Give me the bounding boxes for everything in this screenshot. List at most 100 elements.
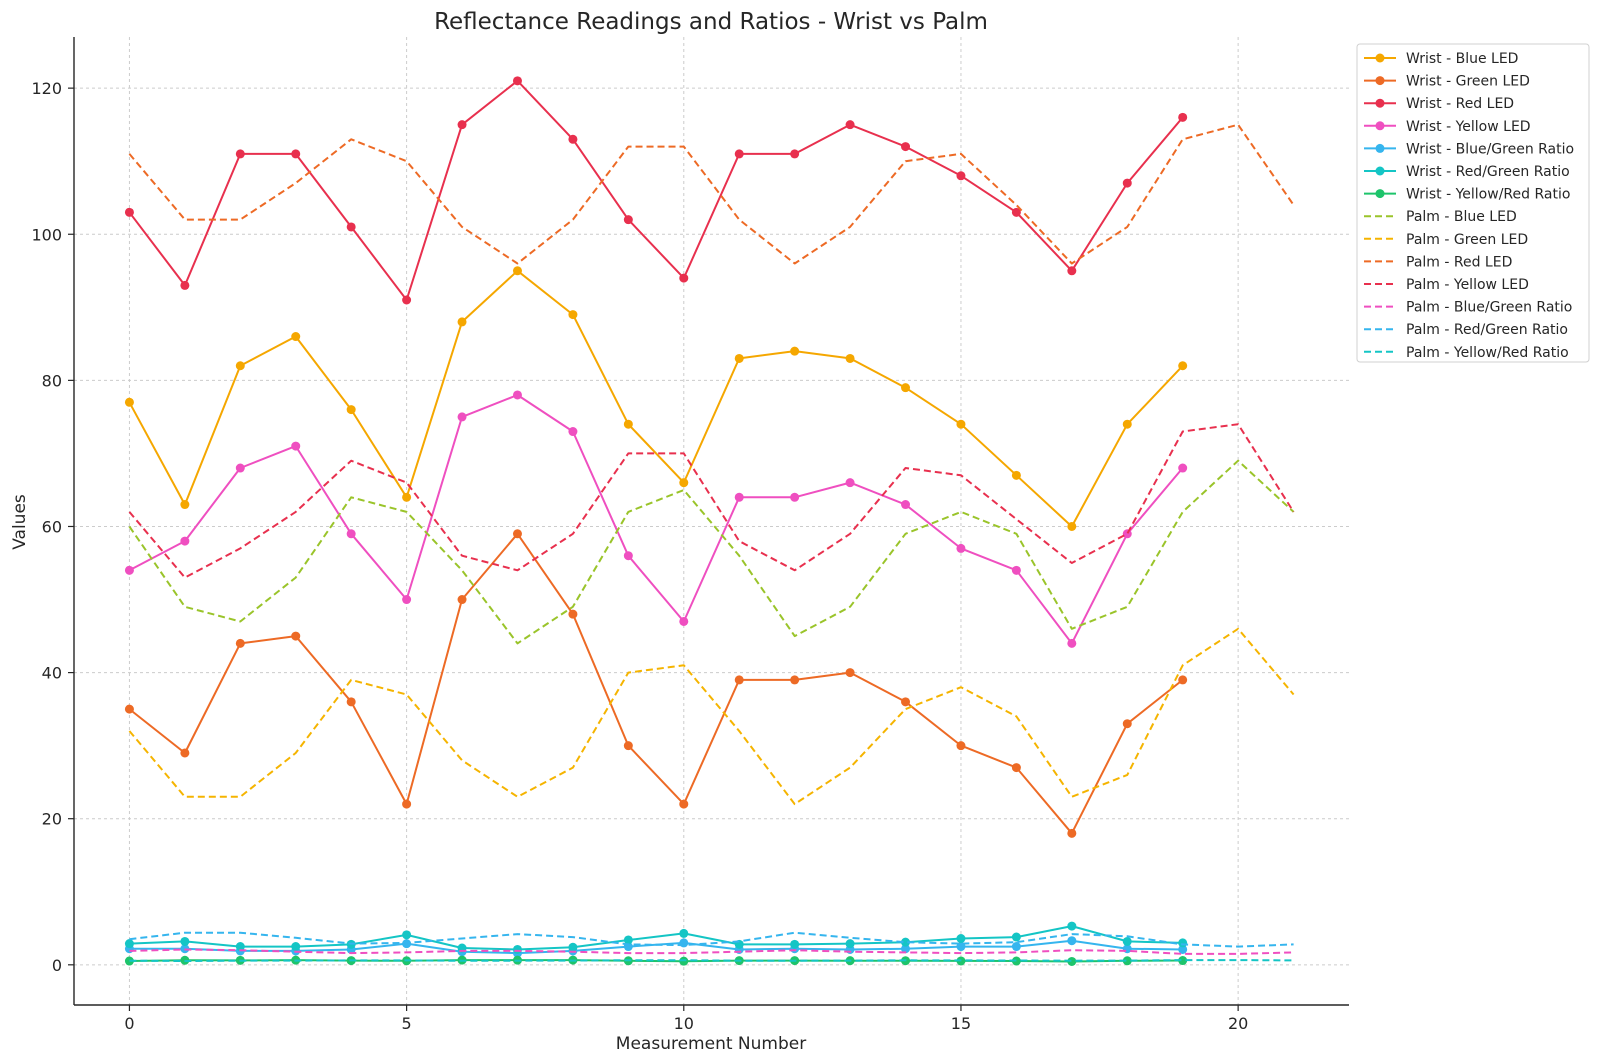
data-point <box>1178 112 1188 122</box>
x-tick-label: 5 <box>402 1014 412 1033</box>
data-point <box>845 353 855 363</box>
legend-entry-label: Palm - Yellow LED <box>1406 277 1529 293</box>
data-point <box>734 353 744 363</box>
y-tick-label: 0 <box>52 956 62 975</box>
legend-marker <box>1375 143 1385 153</box>
data-point <box>734 675 744 685</box>
data-point <box>623 935 633 945</box>
legend-marker <box>1375 76 1385 86</box>
data-point <box>901 383 911 393</box>
series-line <box>128 532 1184 835</box>
axis-ticks: 0 5 10 15 20 0 20 40 60 80 100 120 <box>31 79 1248 1033</box>
data-point <box>568 310 578 320</box>
y-tick-label: 20 <box>42 810 62 829</box>
data-point <box>346 405 356 415</box>
data-point <box>235 463 245 473</box>
data-point <box>1011 942 1021 952</box>
data-point <box>1067 638 1077 648</box>
legend-marker <box>1375 98 1385 108</box>
data-point <box>402 799 412 809</box>
data-point <box>956 171 966 181</box>
series-line <box>129 959 1294 962</box>
legend-marker <box>1375 166 1385 176</box>
legend: Wrist - Blue LED Wrist - Green LED Wrist -… <box>1356 43 1590 363</box>
x-tick-label: 20 <box>1228 1014 1248 1033</box>
series-line <box>129 931 1294 948</box>
data-point <box>1178 956 1188 966</box>
data-point <box>124 704 134 714</box>
data-point <box>1178 944 1188 954</box>
data-point <box>734 149 744 159</box>
legend-entry-label: Palm - Blue/Green Ratio <box>1406 300 1572 316</box>
y-tick-label: 60 <box>42 517 62 536</box>
data-point <box>346 222 356 232</box>
data-point <box>291 631 301 641</box>
data-point <box>568 427 578 437</box>
data-point <box>1178 938 1188 948</box>
data-point <box>1178 675 1188 685</box>
data-point <box>1067 828 1077 838</box>
data-point <box>402 930 412 940</box>
data-point <box>402 595 412 605</box>
data-point <box>457 120 467 130</box>
x-tick-label: 15 <box>951 1014 971 1033</box>
data-point <box>845 120 855 130</box>
data-point <box>1122 178 1132 188</box>
data-point <box>1011 470 1021 480</box>
y-axis-label: Values <box>10 494 30 550</box>
data-point <box>180 500 190 510</box>
data-point <box>402 492 412 502</box>
data-point <box>124 207 134 217</box>
data-point <box>512 944 522 954</box>
series-line <box>128 123 1295 265</box>
legend-entry-label: Wrist - Red/Green Ratio <box>1406 164 1570 180</box>
data-point <box>790 939 800 949</box>
data-point <box>124 397 134 407</box>
chart-title: Reflectance Readings and Ratios - Wrist … <box>434 9 988 35</box>
data-point <box>1067 266 1077 276</box>
series-line <box>128 269 1184 528</box>
data-point <box>956 934 966 944</box>
data-point <box>235 361 245 371</box>
data-point <box>235 638 245 648</box>
y-tick-label: 40 <box>42 664 62 683</box>
data-point <box>623 419 633 429</box>
data-point <box>1067 921 1077 931</box>
data-point <box>1178 361 1188 371</box>
data-point <box>1011 565 1021 575</box>
legend-entry-label: Palm - Yellow/Red Ratio <box>1406 345 1569 361</box>
data-point <box>1067 521 1077 531</box>
series-lines <box>124 76 1295 966</box>
legend-entry-label: Palm - Blue LED <box>1406 209 1517 225</box>
legend-entry-label: Wrist - Yellow LED <box>1406 119 1531 135</box>
legend-entry-label: Palm - Green LED <box>1406 232 1528 248</box>
data-point <box>1011 763 1021 773</box>
data-point <box>1011 956 1021 966</box>
y-tick-label: 100 <box>31 225 62 244</box>
legend-marker <box>1375 121 1385 131</box>
legend-entry-label: Wrist - Red LED <box>1406 96 1514 112</box>
data-point <box>346 529 356 539</box>
gridlines <box>74 37 1349 1005</box>
data-point <box>901 142 911 152</box>
data-point <box>623 741 633 751</box>
data-point <box>956 543 966 553</box>
data-point <box>1122 956 1132 966</box>
data-point <box>180 280 190 290</box>
data-point <box>1122 419 1132 429</box>
data-point <box>457 412 467 422</box>
data-point <box>402 295 412 305</box>
data-point <box>235 942 245 952</box>
data-point <box>291 942 301 952</box>
legend-entry-label: Wrist - Blue/Green Ratio <box>1406 141 1574 157</box>
axes <box>73 37 1349 1006</box>
data-point <box>956 419 966 429</box>
data-point <box>180 936 190 946</box>
data-point <box>679 616 689 626</box>
legend-marker <box>1375 53 1385 63</box>
data-point <box>512 76 522 86</box>
data-point <box>180 748 190 758</box>
data-point <box>790 346 800 356</box>
data-point <box>1011 932 1021 942</box>
y-tick-label: 80 <box>42 371 62 390</box>
